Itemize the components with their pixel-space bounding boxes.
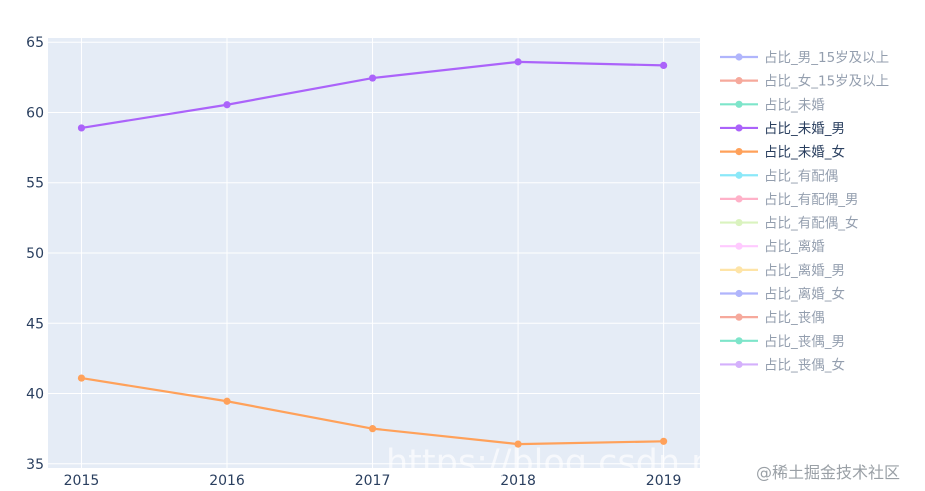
data-point [223,397,231,405]
legend-swatch-marker [735,266,743,274]
legend-swatch-marker [735,195,743,203]
legend-label: 占比_未婚_男 [764,121,845,137]
legend-label: 占比_丧偶 [764,310,825,326]
url-watermark: https://blog.csdn.n [386,443,713,483]
legend-swatch-marker [735,360,743,369]
legend[interactable]: 占比_男_15岁及以上占比_女_15岁及以上占比_未婚占比_未婚_男占比_未婚_… [720,50,889,373]
x-tick-label: 2016 [209,473,245,489]
legend-label: 占比_丧偶_男 [764,334,845,350]
axis-ticks: 35 40 45 50 55 60 65 2015 2016 2017 2018 2019 [26,35,681,489]
legend-item[interactable]: 占比_未婚_女 [720,144,845,161]
legend-swatch-marker [735,100,743,108]
legend-label: 占比_有配偶 [764,168,838,184]
legend-label: 占比_未婚_女 [764,144,845,161]
legend-item[interactable]: 占比_有配偶_女 [720,215,859,232]
y-tick-label: 40 [26,387,44,403]
legend-label: 占比_有配偶_女 [764,215,859,232]
data-point [514,440,522,448]
data-point [368,425,377,433]
data-point [660,437,668,445]
legend-item[interactable]: 占比_有配偶 [720,168,838,184]
x-tick-label: 2019 [646,473,682,489]
legend-item[interactable]: 占比_未婚 [720,97,825,113]
legend-label: 占比_离婚 [764,238,825,255]
y-tick-label: 50 [26,246,44,262]
legend-swatch-marker [735,313,743,321]
y-tick-label: 65 [26,35,44,51]
y-tick-label: 60 [26,105,44,121]
series-lines [77,58,668,448]
legend-label: 占比_离婚_女 [764,286,845,303]
legend-swatch-marker [735,218,743,227]
data-point [223,101,231,109]
legend-item[interactable]: 占比_有配偶_男 [720,192,859,208]
y-tick-label: 35 [26,457,44,473]
legend-label: 占比_女_15岁及以上 [764,73,889,90]
legend-swatch-marker [735,171,743,179]
legend-label: 占比_丧偶_女 [764,356,845,373]
legend-swatch-marker [735,337,743,345]
legend-swatch-marker [735,289,743,298]
legend-label: 占比_离婚_男 [764,262,845,279]
legend-swatch-marker [735,148,743,156]
legend-label: 占比_男_15岁及以上 [764,50,889,66]
legend-item[interactable]: 占比_离婚 [720,238,825,255]
legend-item[interactable]: 占比_离婚_男 [720,262,845,279]
legend-label: 占比_有配偶_男 [764,192,859,208]
legend-label: 占比_未婚 [764,97,825,113]
legend-item[interactable]: 占比_丧偶_女 [720,356,845,373]
legend-swatch-marker [735,77,743,85]
legend-swatch-marker [735,124,743,132]
legend-item[interactable]: 占比_丧偶 [720,310,825,326]
data-point [77,374,86,382]
legend-item[interactable]: 占比_男_15岁及以上 [720,50,889,66]
data-point [514,58,522,66]
x-tick-label: 2015 [64,473,100,489]
data-point [368,74,377,82]
y-tick-label: 55 [26,176,44,192]
data-point [77,124,86,132]
legend-item[interactable]: 占比_离婚_女 [720,286,845,303]
community-watermark: @稀土掘金技术社区 [756,463,900,482]
y-tick-label: 45 [26,316,44,332]
x-tick-label: 2018 [500,473,536,489]
grid-lines [48,38,700,468]
legend-swatch-marker [735,53,743,61]
legend-item[interactable]: 占比_未婚_男 [720,121,845,137]
legend-swatch-marker [735,242,743,250]
legend-item[interactable]: 占比_女_15岁及以上 [720,73,889,90]
x-tick-label: 2017 [355,473,391,489]
legend-item[interactable]: 占比_丧偶_男 [720,334,845,350]
data-point [660,61,668,70]
